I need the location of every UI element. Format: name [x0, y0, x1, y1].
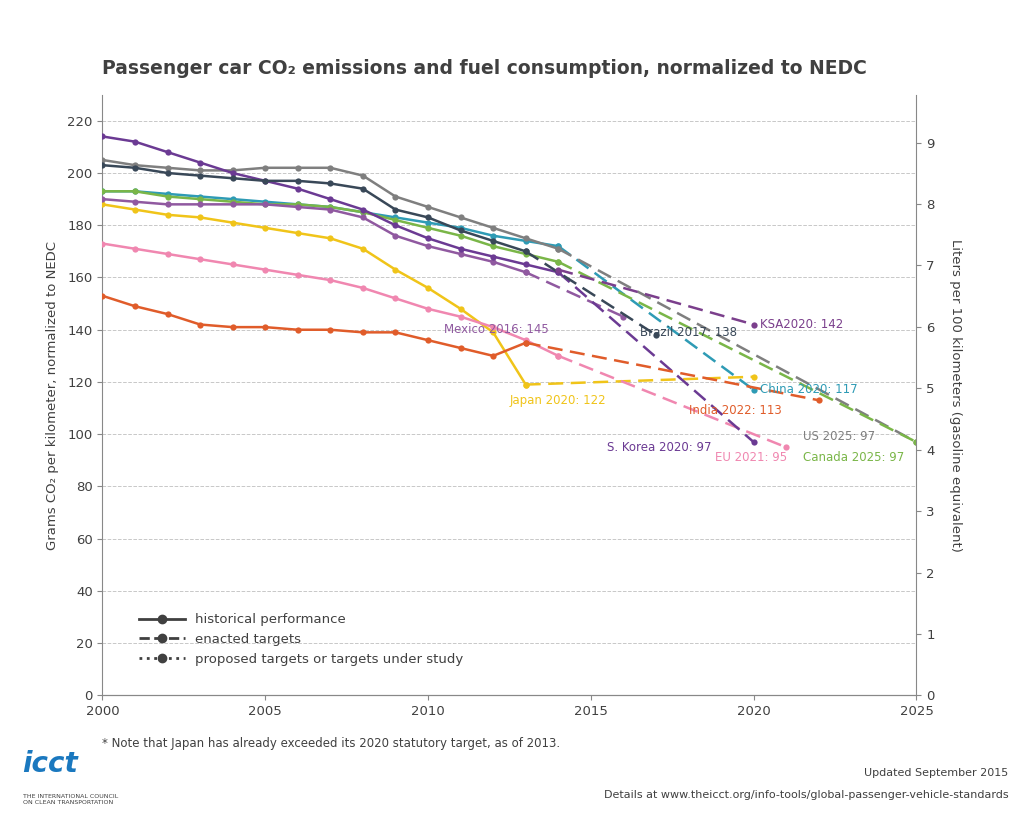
Text: China 2020: 117: China 2020: 117	[760, 384, 858, 397]
Y-axis label: Liters per 100 kilometers (gasoline equivalent): Liters per 100 kilometers (gasoline equi…	[948, 239, 962, 551]
Text: THE INTERNATIONAL COUNCIL
ON CLEAN TRANSPORTATION: THE INTERNATIONAL COUNCIL ON CLEAN TRANS…	[23, 794, 118, 805]
Y-axis label: Grams CO₂ per kilometer, normalized to NEDC: Grams CO₂ per kilometer, normalized to N…	[46, 240, 59, 550]
Text: EU 2021: 95: EU 2021: 95	[715, 451, 786, 464]
Text: India 2022: 113: India 2022: 113	[688, 404, 781, 417]
Text: Passenger car CO₂ emissions and fuel consumption, normalized to NEDC: Passenger car CO₂ emissions and fuel con…	[102, 59, 867, 78]
Text: Updated September 2015: Updated September 2015	[864, 768, 1009, 778]
Text: KSA2020: 142: KSA2020: 142	[760, 318, 844, 331]
Text: Japan 2020: 122: Japan 2020: 122	[510, 393, 606, 407]
Text: icct: icct	[23, 750, 78, 778]
Text: Canada 2025: 97: Canada 2025: 97	[803, 451, 904, 464]
Text: Details at www.theicct.org/info-tools/global-passenger-vehicle-standards: Details at www.theicct.org/info-tools/gl…	[604, 790, 1009, 800]
Text: Mexico 2016: 145: Mexico 2016: 145	[444, 323, 549, 337]
Legend: historical performance, enacted targets, proposed targets or targets under study: historical performance, enacted targets,…	[133, 608, 469, 671]
Text: US 2025: 97: US 2025: 97	[803, 430, 874, 444]
Text: S. Korea 2020: 97: S. Korea 2020: 97	[607, 441, 712, 453]
Text: * Note that Japan has already exceeded its 2020 statutory target, as of 2013.: * Note that Japan has already exceeded i…	[102, 737, 560, 750]
Text: Brazil 2017: 138: Brazil 2017: 138	[640, 326, 736, 339]
